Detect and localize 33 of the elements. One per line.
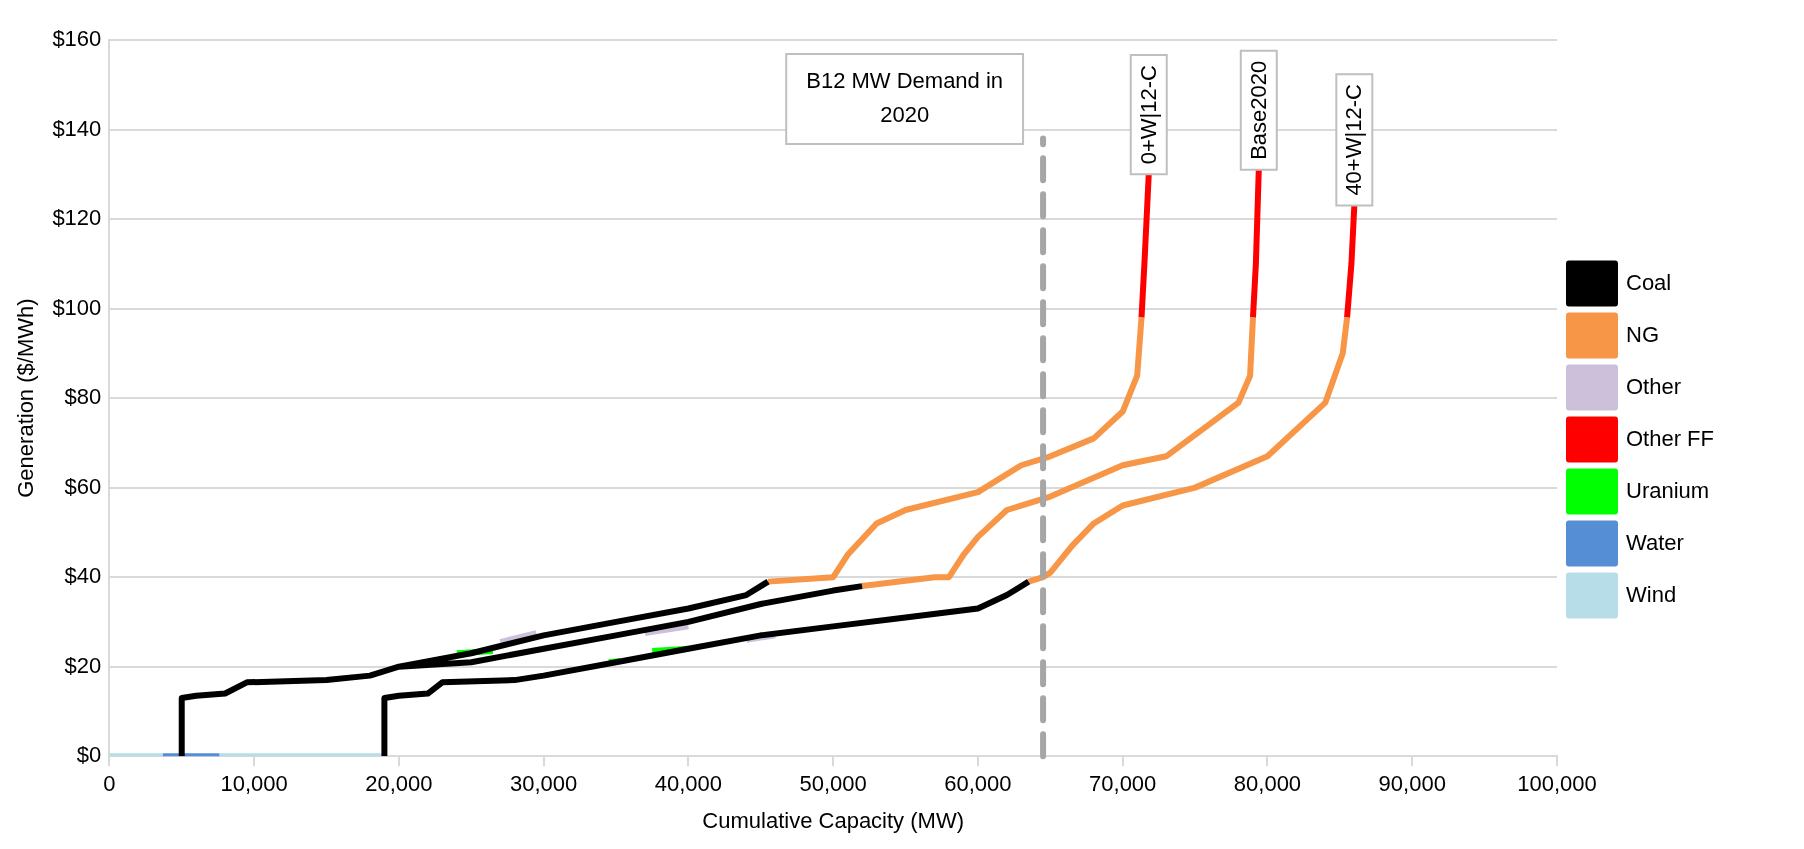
y-tick-label: $100 [52, 294, 102, 320]
ref-line-label: B12 MW Demand in 2020 [806, 68, 1004, 128]
x-axis-title: Cumulative Capacity (MW) [702, 807, 964, 833]
x-tick-label: 100,000 [1517, 771, 1597, 797]
legend-label: NG [1625, 321, 1659, 347]
y-tick-label: $140 [52, 115, 102, 141]
x-tick-label: 10,000 [220, 771, 288, 797]
legend-label: Wind [1625, 581, 1677, 607]
legend-label: Uranium [1625, 477, 1710, 503]
legend-label: Other FF [1625, 425, 1714, 451]
x-tick-label: 90,000 [1378, 771, 1446, 797]
y-tick-label: $20 [64, 652, 102, 678]
y-tick-label: $40 [64, 563, 102, 589]
legend-label: Other [1625, 373, 1682, 399]
y-tick-label: $0 [76, 742, 102, 768]
x-tick-label: 40,000 [654, 771, 723, 797]
annotation: 0+W|12-C [1135, 64, 1161, 165]
y-tick-label: $120 [52, 205, 102, 231]
x-tick-label: 30,000 [509, 771, 578, 797]
y-axis-title: Generation ($/MWh) [13, 298, 39, 498]
x-tick-label: 80,000 [1233, 771, 1302, 797]
y-tick-label: $60 [64, 473, 102, 499]
annotation: 40+W|12-C [1341, 84, 1367, 196]
y-tick-label: $160 [52, 26, 102, 52]
x-tick-label: 60,000 [944, 771, 1012, 797]
x-tick-label: 20,000 [365, 771, 433, 797]
x-tick-label: 0 [103, 771, 116, 797]
legend-label: Coal [1625, 269, 1672, 295]
annotation: Base2020 [1245, 60, 1271, 160]
x-tick-label: 70,000 [1089, 771, 1157, 797]
y-tick-label: $80 [64, 384, 102, 410]
x-tick-label: 50,000 [799, 771, 867, 797]
legend-label: Water [1625, 529, 1684, 555]
